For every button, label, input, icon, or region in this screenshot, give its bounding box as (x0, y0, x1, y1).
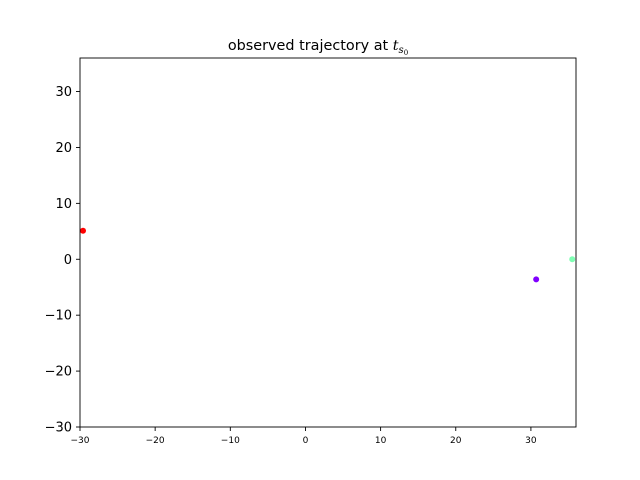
title-sub: s (399, 45, 404, 56)
x-tick-label-5: 20 (450, 436, 462, 446)
y-tick-label-0: −30 (45, 421, 72, 436)
y-tick-label-2: −10 (45, 309, 72, 324)
axes-frame (79, 57, 577, 428)
y-tick-label-3: 0 (64, 253, 72, 268)
data-point-2 (569, 256, 576, 263)
x-tick-label-1: −20 (146, 436, 165, 446)
x-tick-label-3: 0 (303, 436, 309, 446)
title-var: t (393, 38, 399, 54)
x-tick-label-6: 30 (525, 436, 537, 446)
y-tick-label-6: 30 (55, 85, 72, 100)
title-subsub: 0 (404, 49, 408, 57)
chart-title: observed trajectory at ts0 (228, 38, 408, 57)
data-point-1 (533, 276, 540, 283)
data-point-0 (80, 227, 87, 234)
y-tick-label-5: 20 (55, 141, 72, 156)
x-tick-label-4: 10 (375, 436, 387, 446)
x-tick-label-0: −30 (71, 436, 90, 446)
y-tick-label-1: −20 (45, 365, 72, 380)
x-tick-label-2: −10 (221, 436, 240, 446)
title-main: observed trajectory at (228, 38, 393, 54)
y-tick-label-4: 10 (55, 197, 72, 212)
plot-area: −30 −20 −10 0 10 20 30 −30 −20 −10 0 10 20 30 (45, 57, 577, 446)
